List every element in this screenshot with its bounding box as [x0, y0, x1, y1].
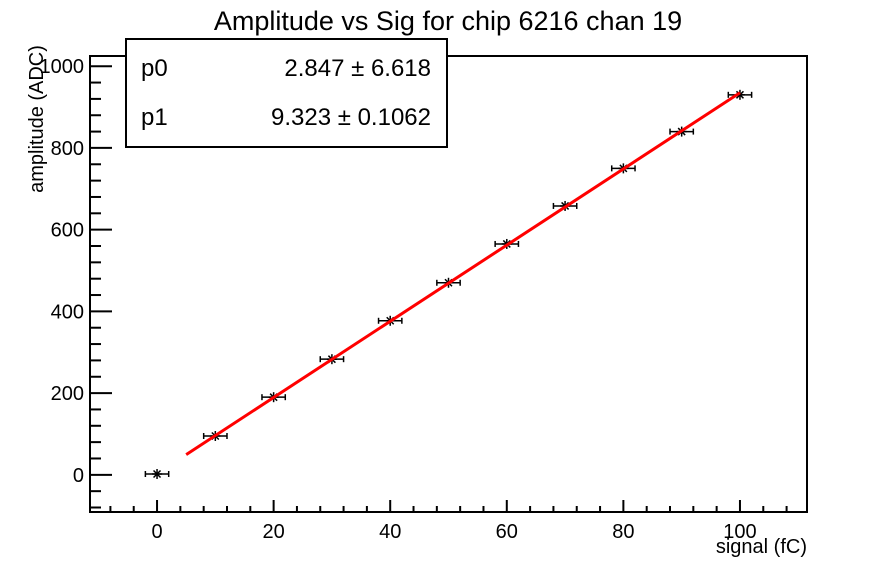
stats-row-p0: p0 2.847 ± 6.618	[127, 44, 446, 93]
y-tick-label: 0	[73, 465, 84, 487]
y-tick-label: 1000	[40, 56, 85, 78]
x-tick-label: 60	[496, 521, 518, 543]
chart-title: Amplitude vs Sig for chip 6216 chan 19	[213, 6, 683, 36]
x-tick-label: 100	[723, 521, 756, 543]
x-tick-label: 40	[379, 521, 401, 543]
fit-line	[185, 91, 741, 456]
stats-row-p1: p1 9.323 ± 0.1062	[127, 93, 446, 142]
data-point	[727, 89, 753, 100]
stats-param-name: p1	[141, 103, 168, 131]
fit-line-segment	[185, 91, 741, 456]
y-tick-label: 800	[51, 138, 84, 160]
x-tick-label: 0	[151, 521, 162, 543]
asterisk-marker	[153, 469, 162, 479]
stats-param-name: p0	[141, 54, 168, 82]
x-tick-label: 80	[612, 521, 634, 543]
stats-param-value: 2.847 ± 6.618	[284, 54, 431, 82]
x-tick-label: 20	[262, 521, 284, 543]
y-axis-title: amplitude (ADC)	[26, 45, 48, 193]
y-tick-label: 200	[51, 383, 84, 405]
y-tick-label: 600	[51, 220, 84, 242]
stats-box[interactable]: p0 2.847 ± 6.618 p1 9.323 ± 0.1062	[125, 38, 448, 148]
x-axis-title: signal (fC)	[716, 536, 807, 558]
plot-frame	[89, 55, 808, 513]
y-tick-label: 400	[51, 301, 84, 323]
data-point	[144, 469, 170, 479]
asterisk-marker	[735, 90, 744, 99]
stats-param-value: 9.323 ± 0.1062	[271, 103, 431, 131]
